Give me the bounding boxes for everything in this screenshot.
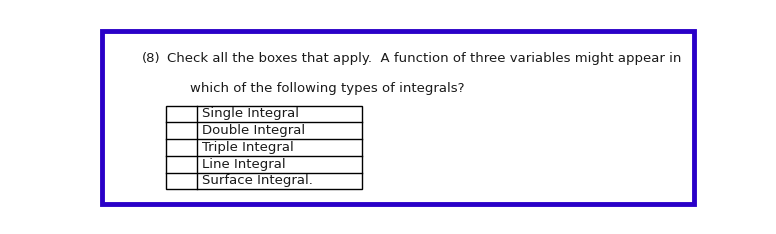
Text: Single Integral: Single Integral [203,107,300,121]
Text: Check all the boxes that apply.  A function of three variables might appear in: Check all the boxes that apply. A functi… [168,51,682,65]
Text: which of the following types of integrals?: which of the following types of integral… [190,82,465,95]
Text: Double Integral: Double Integral [203,124,306,137]
Text: (8): (8) [142,51,161,65]
Text: Line Integral: Line Integral [203,158,286,171]
Bar [166,106,362,189]
Text: Triple Integral: Triple Integral [203,141,294,154]
Text: Surface Integral.: Surface Integral. [203,175,314,187]
